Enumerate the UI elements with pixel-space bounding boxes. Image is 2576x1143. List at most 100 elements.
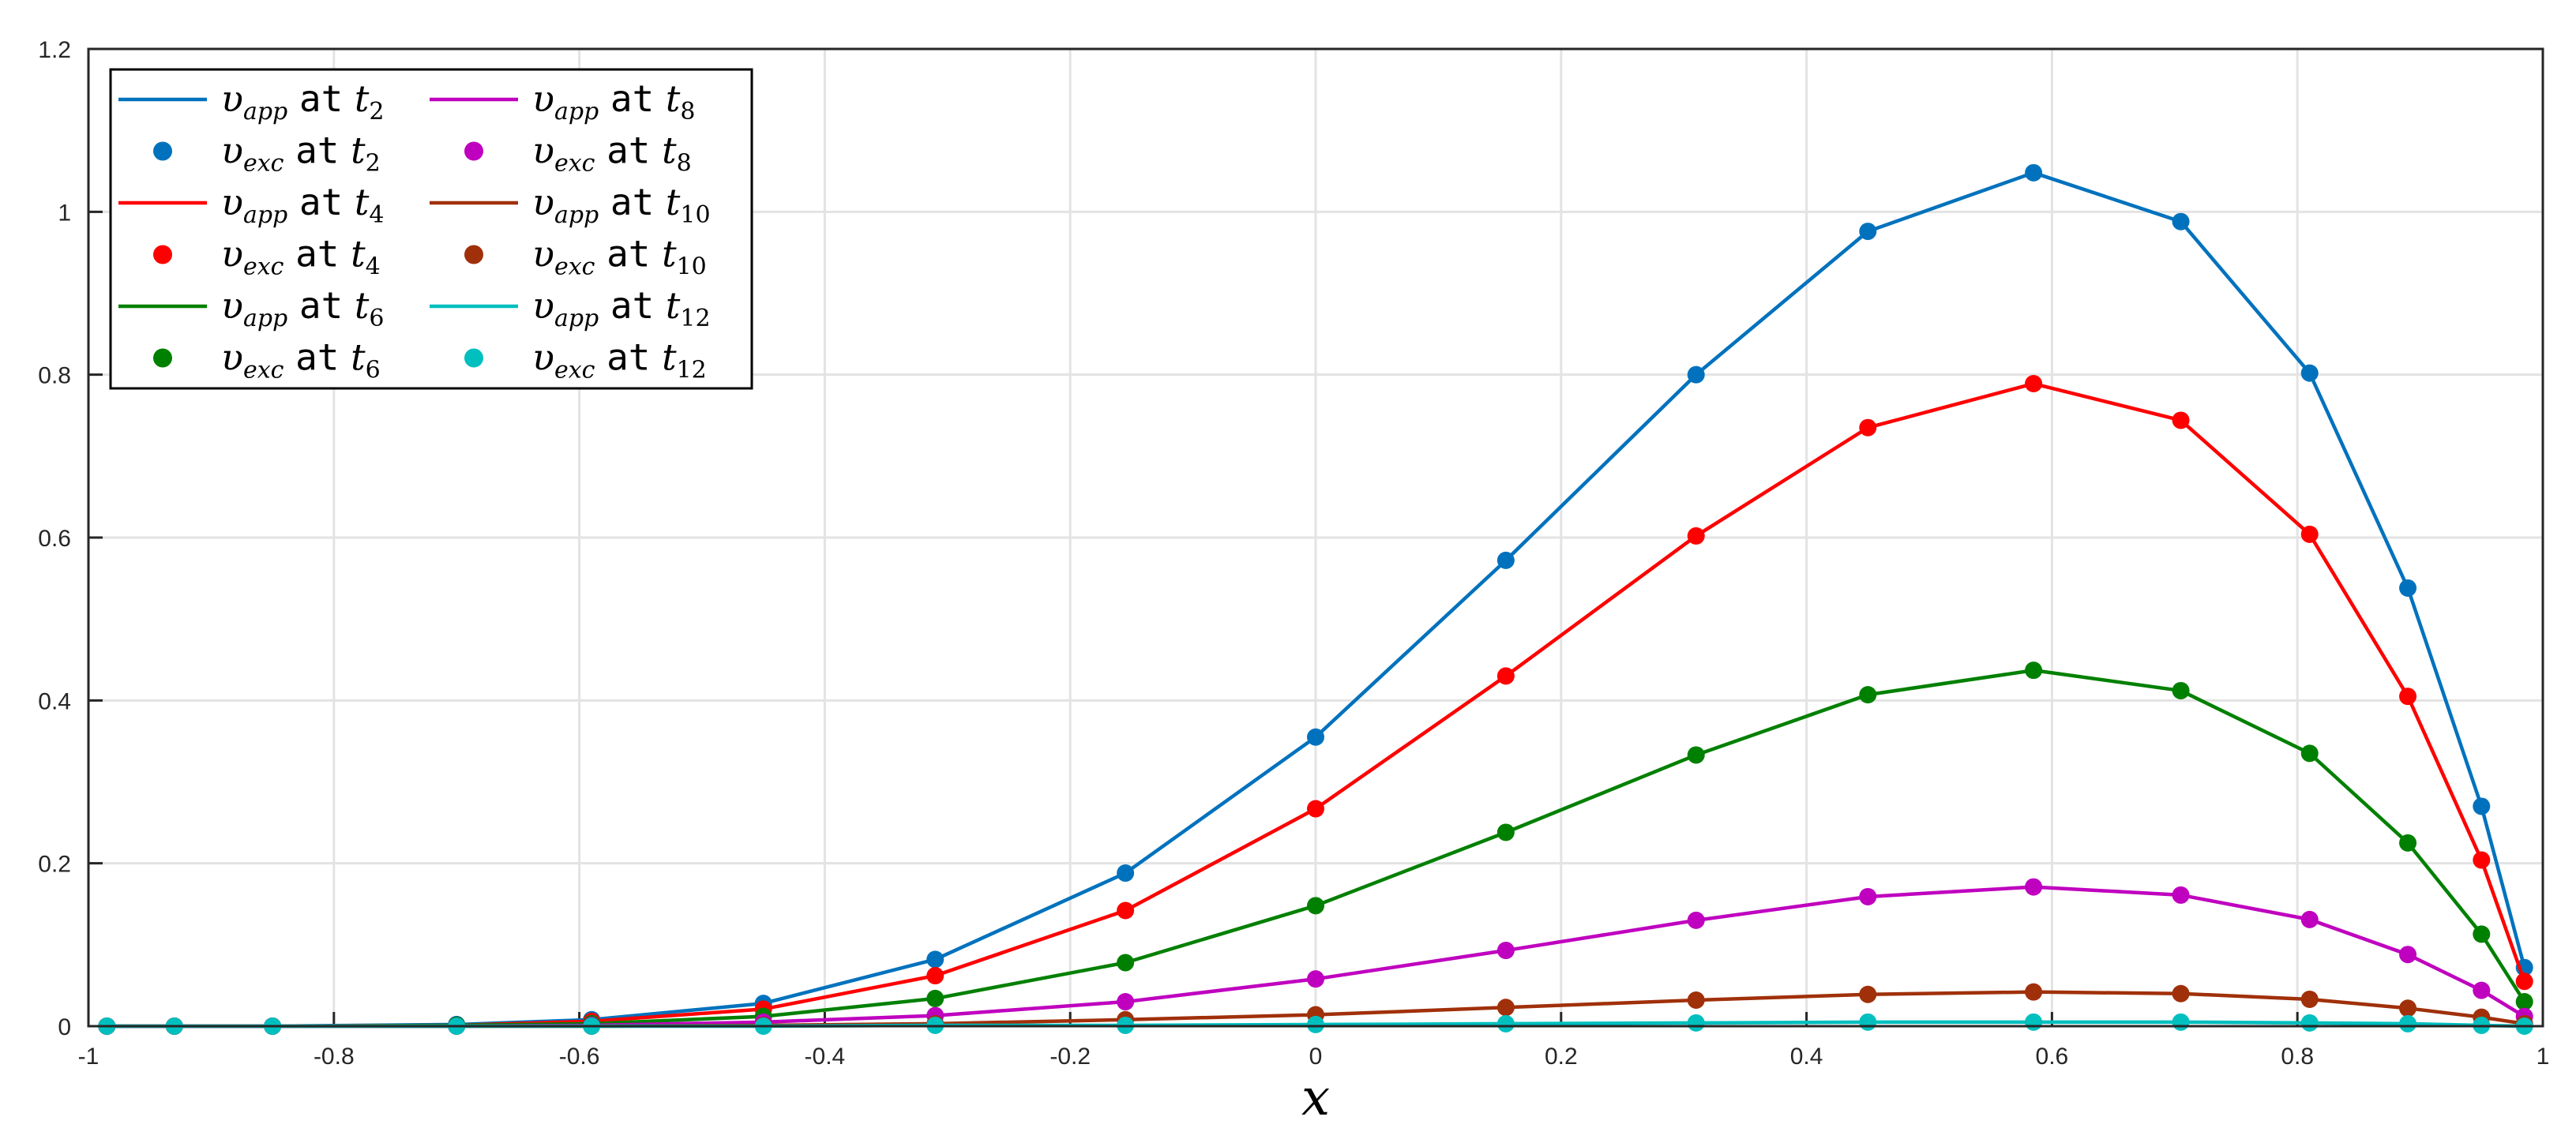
data-point xyxy=(1687,365,1705,384)
legend-label-sub-sym: exc xyxy=(243,253,284,281)
legend-label: υexc at t4 xyxy=(221,233,381,283)
data-point xyxy=(2025,661,2043,680)
data-point xyxy=(1859,887,1877,905)
legend-item: υapp at t2 xyxy=(118,77,385,128)
data-point xyxy=(1859,418,1877,437)
legend-label-t-sub: 6 xyxy=(366,357,381,384)
legend-label-sym: υ xyxy=(532,284,554,327)
legend-box xyxy=(109,68,753,390)
y-tick-label: 0.8 xyxy=(38,363,71,389)
series-group xyxy=(98,163,2533,1035)
legend-label-sub-sym: exc xyxy=(554,357,595,384)
legend-label-sub-sym: app xyxy=(554,98,599,126)
data-point xyxy=(1859,1013,1877,1031)
data-point xyxy=(2473,851,2491,869)
data-point xyxy=(2399,834,2417,852)
data-point xyxy=(2172,681,2190,699)
data-point xyxy=(2399,688,2417,706)
legend-label-word: at xyxy=(299,181,343,223)
legend-label-t-sub: 2 xyxy=(366,150,381,178)
data-point xyxy=(2300,1014,2319,1032)
legend-label-sub-sym: app xyxy=(243,201,287,229)
data-point xyxy=(1307,970,1324,988)
legend-label-sub-sym: exc xyxy=(243,150,284,178)
legend-label-sym: υ xyxy=(221,129,243,172)
legend-label-t-sub: 6 xyxy=(369,305,384,332)
legend-item: υexc at t4 xyxy=(153,233,381,283)
y-tick-label: 0.4 xyxy=(38,688,71,714)
data-point xyxy=(1307,897,1324,915)
legend-item: υapp at t8 xyxy=(430,77,696,126)
y-tick-label: 0.2 xyxy=(38,852,71,878)
y-tick-label: 0.6 xyxy=(38,526,71,552)
legend-label-t: t xyxy=(355,181,370,223)
data-point xyxy=(2473,797,2491,815)
data-point xyxy=(2172,1013,2190,1031)
legend-label-sub-sym: app xyxy=(243,98,287,126)
data-point xyxy=(2300,364,2319,382)
data-point xyxy=(2399,1014,2417,1032)
x-tick-label: 0.4 xyxy=(1790,1044,1823,1070)
data-point xyxy=(926,950,944,969)
data-point xyxy=(2172,212,2190,230)
legend-label-sym: υ xyxy=(221,336,243,379)
legend-label-t: t xyxy=(662,336,677,379)
legend-label: υapp at t4 xyxy=(221,181,385,231)
x-tick-label: -0.4 xyxy=(805,1044,846,1070)
data-point xyxy=(1687,527,1705,545)
legend-label-sub-sym: app xyxy=(554,305,599,332)
data-point xyxy=(1859,985,1877,1003)
legend-item: υexc at t10 xyxy=(464,233,707,283)
data-point xyxy=(2515,993,2533,1011)
data-point xyxy=(926,989,944,1007)
legend-label: υapp at t2 xyxy=(221,77,385,128)
legend-label-t: t xyxy=(662,129,677,172)
data-point xyxy=(2399,579,2417,597)
legend-label-sym: υ xyxy=(221,181,243,223)
legend-label-word: at xyxy=(606,336,650,379)
legend-label-t-sub: 12 xyxy=(680,305,710,332)
legend-label-sym: υ xyxy=(221,233,243,275)
legend-label-word: at xyxy=(606,129,650,172)
legend-label-t-sub: 10 xyxy=(680,201,710,229)
legend-label-sym: υ xyxy=(221,77,243,120)
x-tick-label: -0.6 xyxy=(559,1044,600,1070)
data-point xyxy=(1496,823,1515,841)
data-point xyxy=(2473,981,2491,999)
data-point xyxy=(2025,878,2043,896)
data-point xyxy=(1307,800,1324,818)
y-tick-label: 0 xyxy=(58,1014,71,1040)
data-point xyxy=(1859,223,1877,241)
data-point xyxy=(2172,411,2190,429)
x-tick-label: -0.2 xyxy=(1050,1044,1091,1070)
data-point xyxy=(1496,667,1515,685)
legend-label-word: at xyxy=(606,233,650,275)
legend-label-t: t xyxy=(666,181,681,223)
legend-item: υexc at t2 xyxy=(153,129,381,178)
data-point xyxy=(1687,746,1705,764)
data-point xyxy=(2399,946,2417,964)
x-tick-label: -0.8 xyxy=(314,1044,355,1070)
data-point xyxy=(1496,1014,1515,1032)
data-point xyxy=(1117,901,1135,920)
data-point xyxy=(2515,972,2533,991)
data-point xyxy=(2025,375,2043,393)
legend-label-sym: υ xyxy=(221,284,243,327)
legend-marker-swatch xyxy=(464,348,483,368)
data-point xyxy=(1117,954,1135,972)
data-point xyxy=(1687,911,1705,929)
legend-label: υapp at t12 xyxy=(532,284,711,335)
data-point xyxy=(2300,744,2319,763)
legend-label: υexc at t10 xyxy=(532,233,707,283)
legend-label-sym: υ xyxy=(532,233,554,275)
legend-item: υapp at t12 xyxy=(430,284,711,335)
data-point xyxy=(2300,990,2319,1008)
legend-label-t: t xyxy=(351,336,366,379)
legend-label: υexc at t12 xyxy=(532,336,707,387)
x-tick-label: 0.6 xyxy=(2036,1044,2069,1070)
data-point xyxy=(2399,999,2417,1017)
x-tick-label: 0.8 xyxy=(2281,1044,2314,1070)
legend-label-sym: υ xyxy=(532,336,554,379)
legend-label-t: t xyxy=(351,233,366,275)
